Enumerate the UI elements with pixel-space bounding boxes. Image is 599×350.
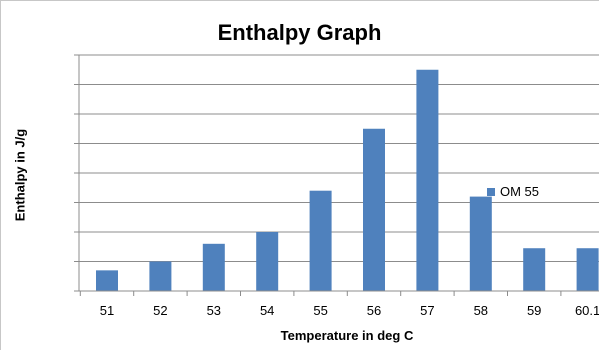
x-axis-label: Temperature in deg C [280, 328, 414, 343]
legend-swatch [487, 187, 495, 196]
axes [74, 54, 599, 296]
bar-52 [149, 261, 172, 291]
bar-53 [202, 243, 225, 291]
bar-59 [523, 248, 546, 291]
x-tick-label: 54 [260, 303, 274, 318]
bar-55 [309, 190, 332, 291]
bar-58 [469, 196, 492, 291]
bar-60.1 [576, 248, 599, 291]
chart-title: Enthalpy Graph [217, 20, 382, 45]
x-tick-label: 55 [313, 303, 327, 318]
bar-56 [363, 128, 385, 291]
bars [96, 69, 599, 291]
bar-54 [256, 232, 279, 291]
x-tick-label: 60.1 [575, 303, 599, 318]
x-tick-label: 58 [474, 303, 488, 318]
legend-label: OM 55 [500, 184, 540, 199]
legend: OM 55 [487, 184, 539, 199]
bar-57 [416, 69, 439, 291]
x-tick-label: 57 [420, 303, 434, 318]
bar-51 [96, 270, 118, 291]
x-tick-label: 51 [100, 303, 114, 318]
x-tick-label: 56 [367, 303, 381, 318]
gridlines [79, 54, 599, 262]
x-tick-label: 52 [153, 303, 167, 318]
x-tick-label: 59 [527, 303, 541, 318]
x-tick-labels: 51 52 53 54 55 56 57 58 59 60.1 [100, 303, 599, 318]
x-tick-label: 53 [207, 303, 221, 318]
